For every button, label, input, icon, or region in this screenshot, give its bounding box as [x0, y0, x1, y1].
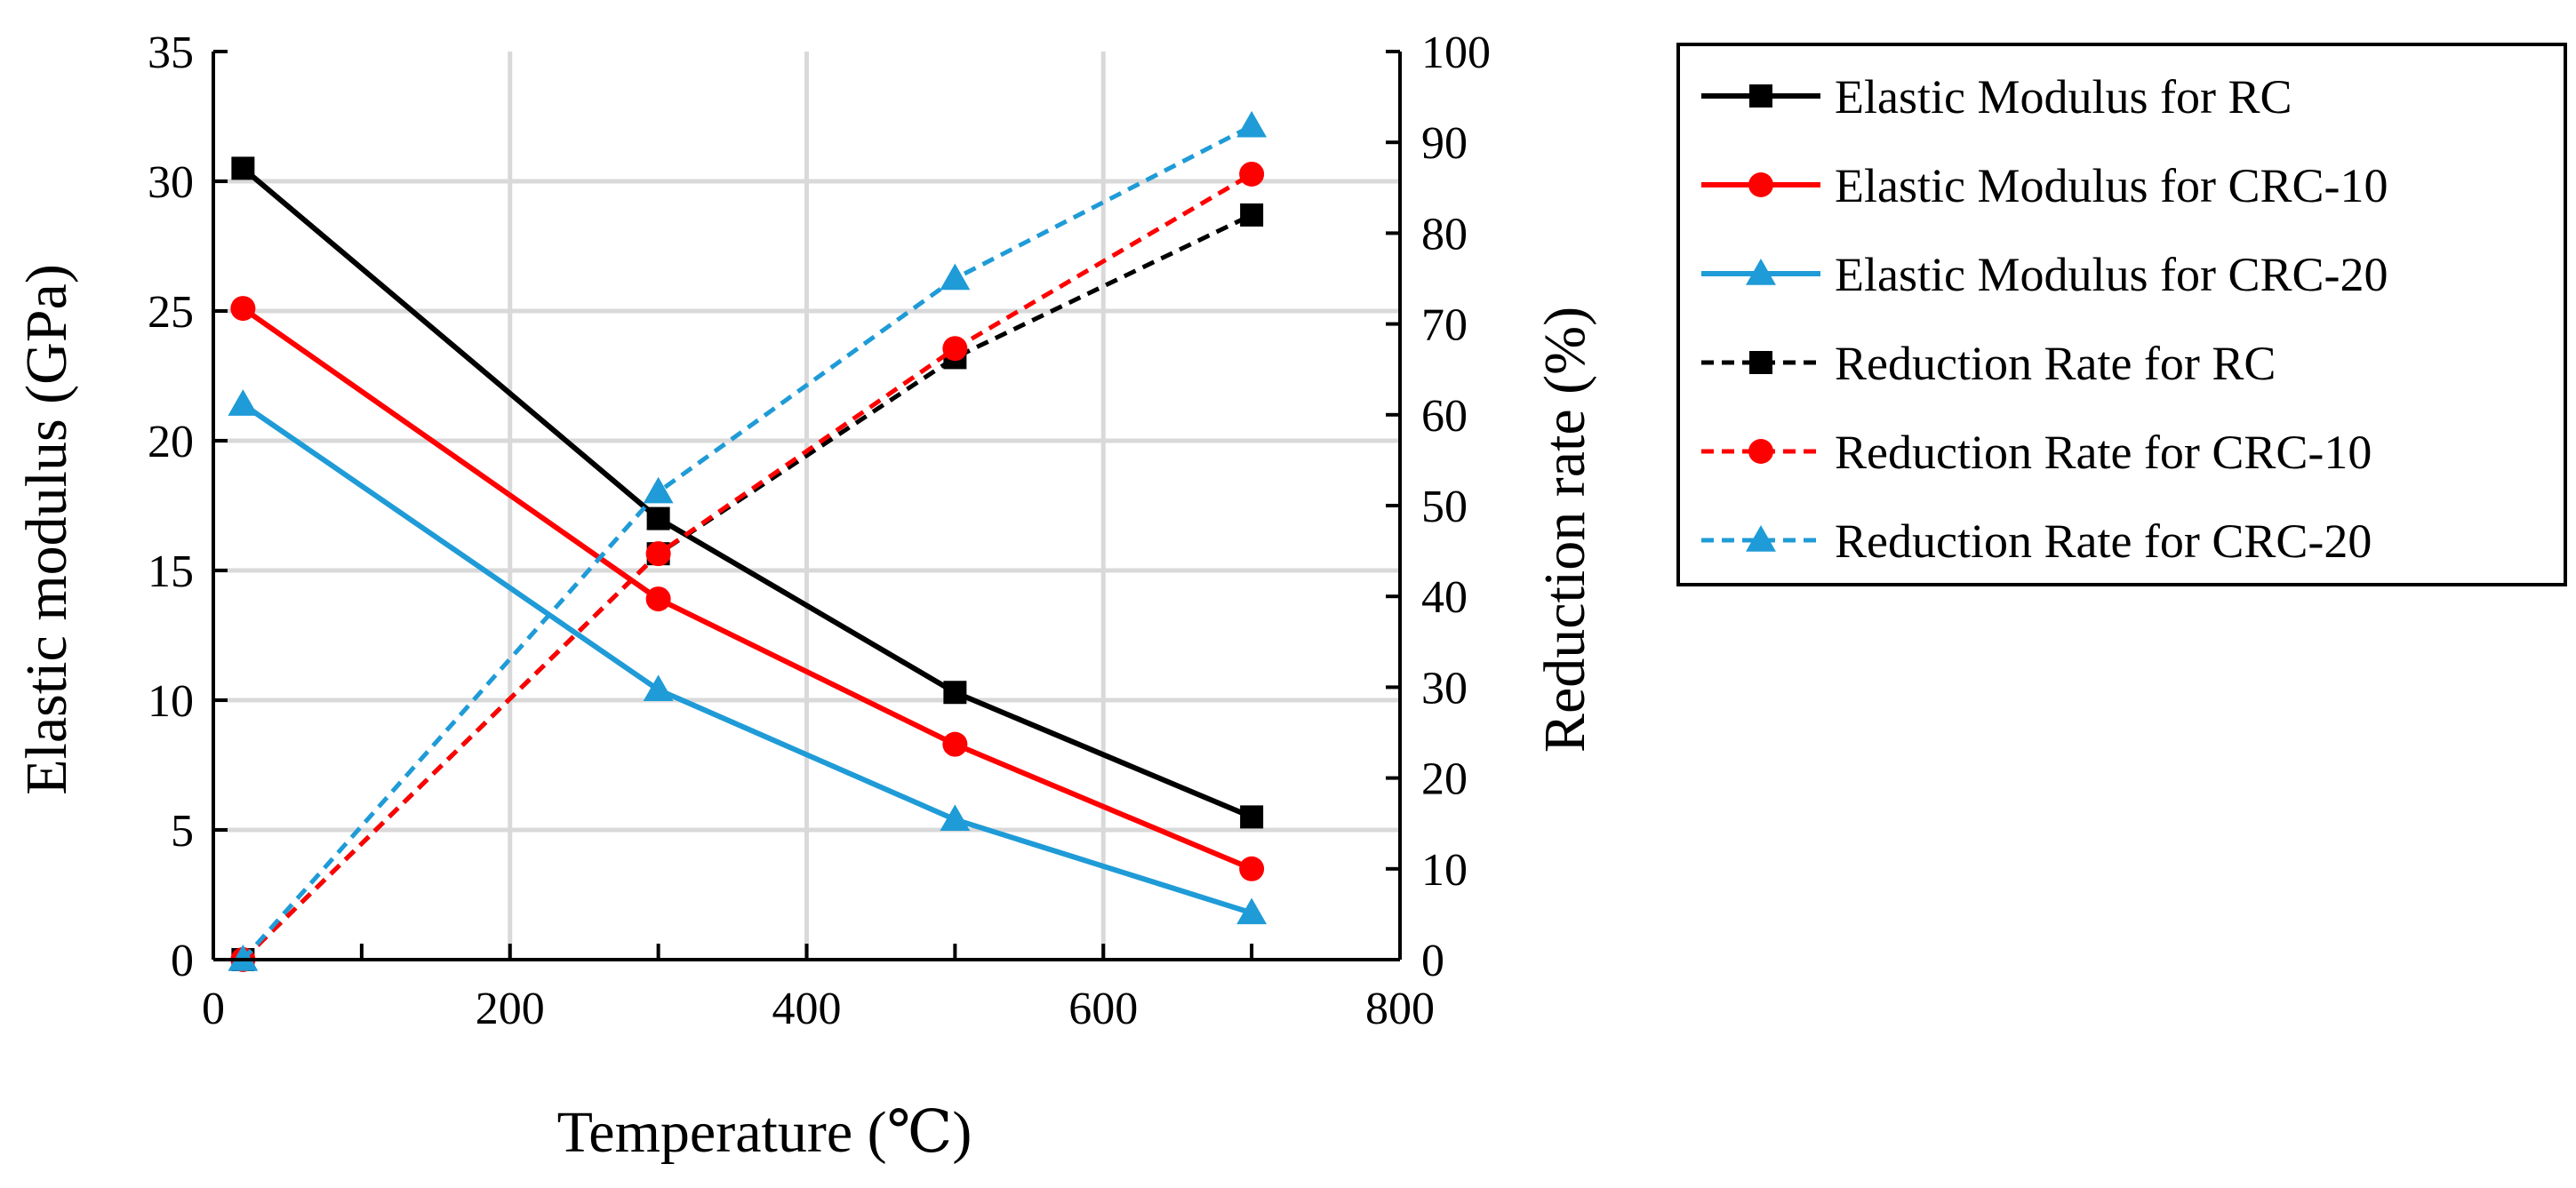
- y2-tick-label: 70: [1421, 300, 1468, 351]
- legend-marker-3: [1746, 259, 1776, 285]
- axes-layer: 0 200 400 600 800051015202530350102030405060…: [148, 28, 1491, 1034]
- y2-tick-label: 90: [1421, 118, 1468, 169]
- data-point-series-2: [1239, 856, 1265, 881]
- data-point-series-3: [940, 804, 971, 832]
- legend-marker-4: [1749, 351, 1772, 374]
- x-tick-label: 600: [1068, 984, 1138, 1034]
- y2-axis-title: Reduction rate (%): [1532, 307, 1597, 753]
- y2-tick-label: 0: [1421, 936, 1444, 986]
- y-tick-label: 10: [148, 676, 194, 727]
- y-tick-label: 5: [171, 806, 194, 857]
- legend-marker-1: [1749, 84, 1772, 108]
- y2-tick-label: 50: [1421, 482, 1468, 532]
- y2-tick-label: 40: [1421, 572, 1468, 623]
- y2-tick-label: 60: [1421, 391, 1468, 442]
- series-line-4: [241, 212, 1253, 961]
- data-point-series-1: [646, 506, 670, 530]
- data-point-series-1: [231, 156, 255, 180]
- y-tick-label: 25: [148, 287, 194, 338]
- data-point-series-1: [943, 681, 967, 705]
- legend-label-1: Elastic Modulus for RC: [1835, 70, 2292, 124]
- series-line-5: [241, 171, 1253, 961]
- y-tick-label: 20: [148, 417, 194, 467]
- legend-marker-5: [1748, 439, 1773, 464]
- x-tick-label: 800: [1365, 984, 1435, 1034]
- legend-label-3: Elastic Modulus for CRC-20: [1835, 248, 2388, 301]
- y-tick-label: 30: [148, 157, 194, 208]
- data-point-series-2: [645, 586, 671, 612]
- legend-label-2: Elastic Modulus for CRC-10: [1835, 159, 2388, 212]
- legend: Elastic Modulus for RC Elastic Modulus fo…: [1676, 43, 2567, 586]
- data-point-series-3: [1236, 897, 1268, 925]
- y2-tick-label: 30: [1421, 663, 1468, 714]
- legend-box: [1676, 43, 2567, 586]
- x-tick-label: 200: [476, 984, 545, 1034]
- series-line-3: [241, 402, 1253, 916]
- data-point-series-6: [228, 945, 259, 971]
- series-line-2: [241, 306, 1253, 872]
- data-point-series-2: [230, 296, 256, 322]
- legend-label-5: Reduction Rate for CRC-10: [1835, 426, 2372, 479]
- grid-layer: [213, 52, 1400, 960]
- data-point-series-1: [1240, 805, 1264, 829]
- y-tick-label: 15: [148, 546, 194, 597]
- x-axis-title: Temperature (℃): [557, 1100, 972, 1165]
- series-layer: [228, 110, 1268, 972]
- x-tick-label: 0: [202, 984, 225, 1034]
- data-point-series-5: [1239, 161, 1265, 187]
- series-line-6: [241, 124, 1253, 961]
- data-point-series-6: [643, 476, 674, 504]
- y2-tick-label: 10: [1421, 845, 1468, 896]
- data-point-series-3: [228, 389, 259, 416]
- x-tick-label: 400: [772, 984, 842, 1034]
- y-axis-title: Elastic modulus (GPa): [14, 264, 79, 795]
- data-point-series-3: [643, 674, 674, 702]
- data-point-series-5: [942, 336, 968, 362]
- legend-marker-6: [1746, 525, 1776, 552]
- y2-tick-label: 100: [1421, 28, 1491, 78]
- data-point-series-5: [645, 541, 671, 567]
- data-point-series-6: [940, 263, 971, 291]
- legend-label-6: Reduction Rate for CRC-20: [1835, 514, 2372, 568]
- data-point-series-2: [942, 731, 968, 757]
- y2-tick-label: 20: [1421, 754, 1468, 805]
- legend-label-4: Reduction Rate for RC: [1835, 337, 2276, 390]
- y2-tick-label: 80: [1421, 209, 1468, 259]
- y-tick-label: 35: [148, 28, 194, 78]
- data-point-series-6: [1236, 110, 1268, 138]
- data-point-series-4: [1240, 203, 1264, 227]
- y-tick-label: 0: [171, 936, 194, 986]
- series-line-1: [241, 166, 1253, 820]
- legend-marker-2: [1748, 172, 1773, 197]
